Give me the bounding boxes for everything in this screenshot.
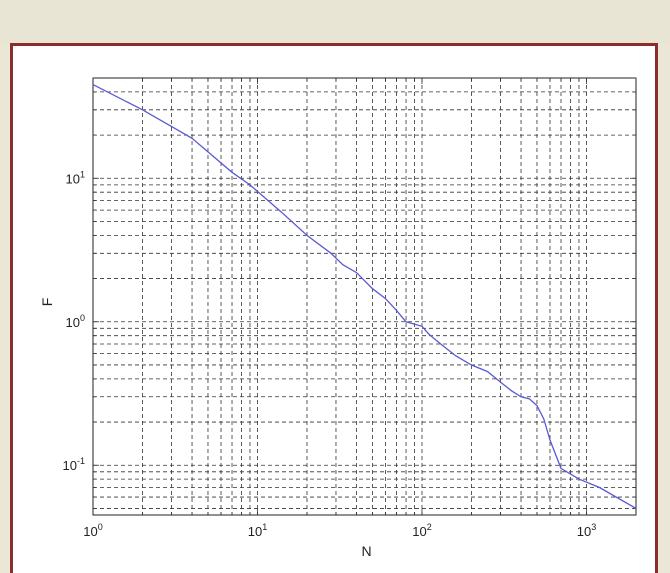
x-axis-label: N bbox=[361, 543, 371, 559]
series-line bbox=[92, 84, 637, 509]
y-tick-labels: 10-1 100 101 bbox=[63, 169, 85, 473]
log-log-chart: 100 101 102 103 10-1 100 101 F N bbox=[39, 77, 637, 559]
x-tick-label: 101 bbox=[248, 522, 267, 539]
plot-area bbox=[92, 77, 637, 516]
tick-marks bbox=[93, 77, 637, 515]
x-tick-label: 100 bbox=[83, 522, 102, 539]
x-tick-label: 103 bbox=[577, 522, 596, 539]
top-band bbox=[0, 0, 670, 44]
y-tick-label: 101 bbox=[66, 169, 85, 186]
x-tick-label: 102 bbox=[412, 522, 431, 539]
grid-lines bbox=[93, 77, 637, 515]
x-tick-labels: 100 101 102 103 bbox=[83, 522, 596, 539]
y-tick-label: 100 bbox=[66, 313, 85, 330]
y-tick-label: 10-1 bbox=[63, 456, 85, 473]
y-axis-label: F bbox=[39, 298, 55, 307]
